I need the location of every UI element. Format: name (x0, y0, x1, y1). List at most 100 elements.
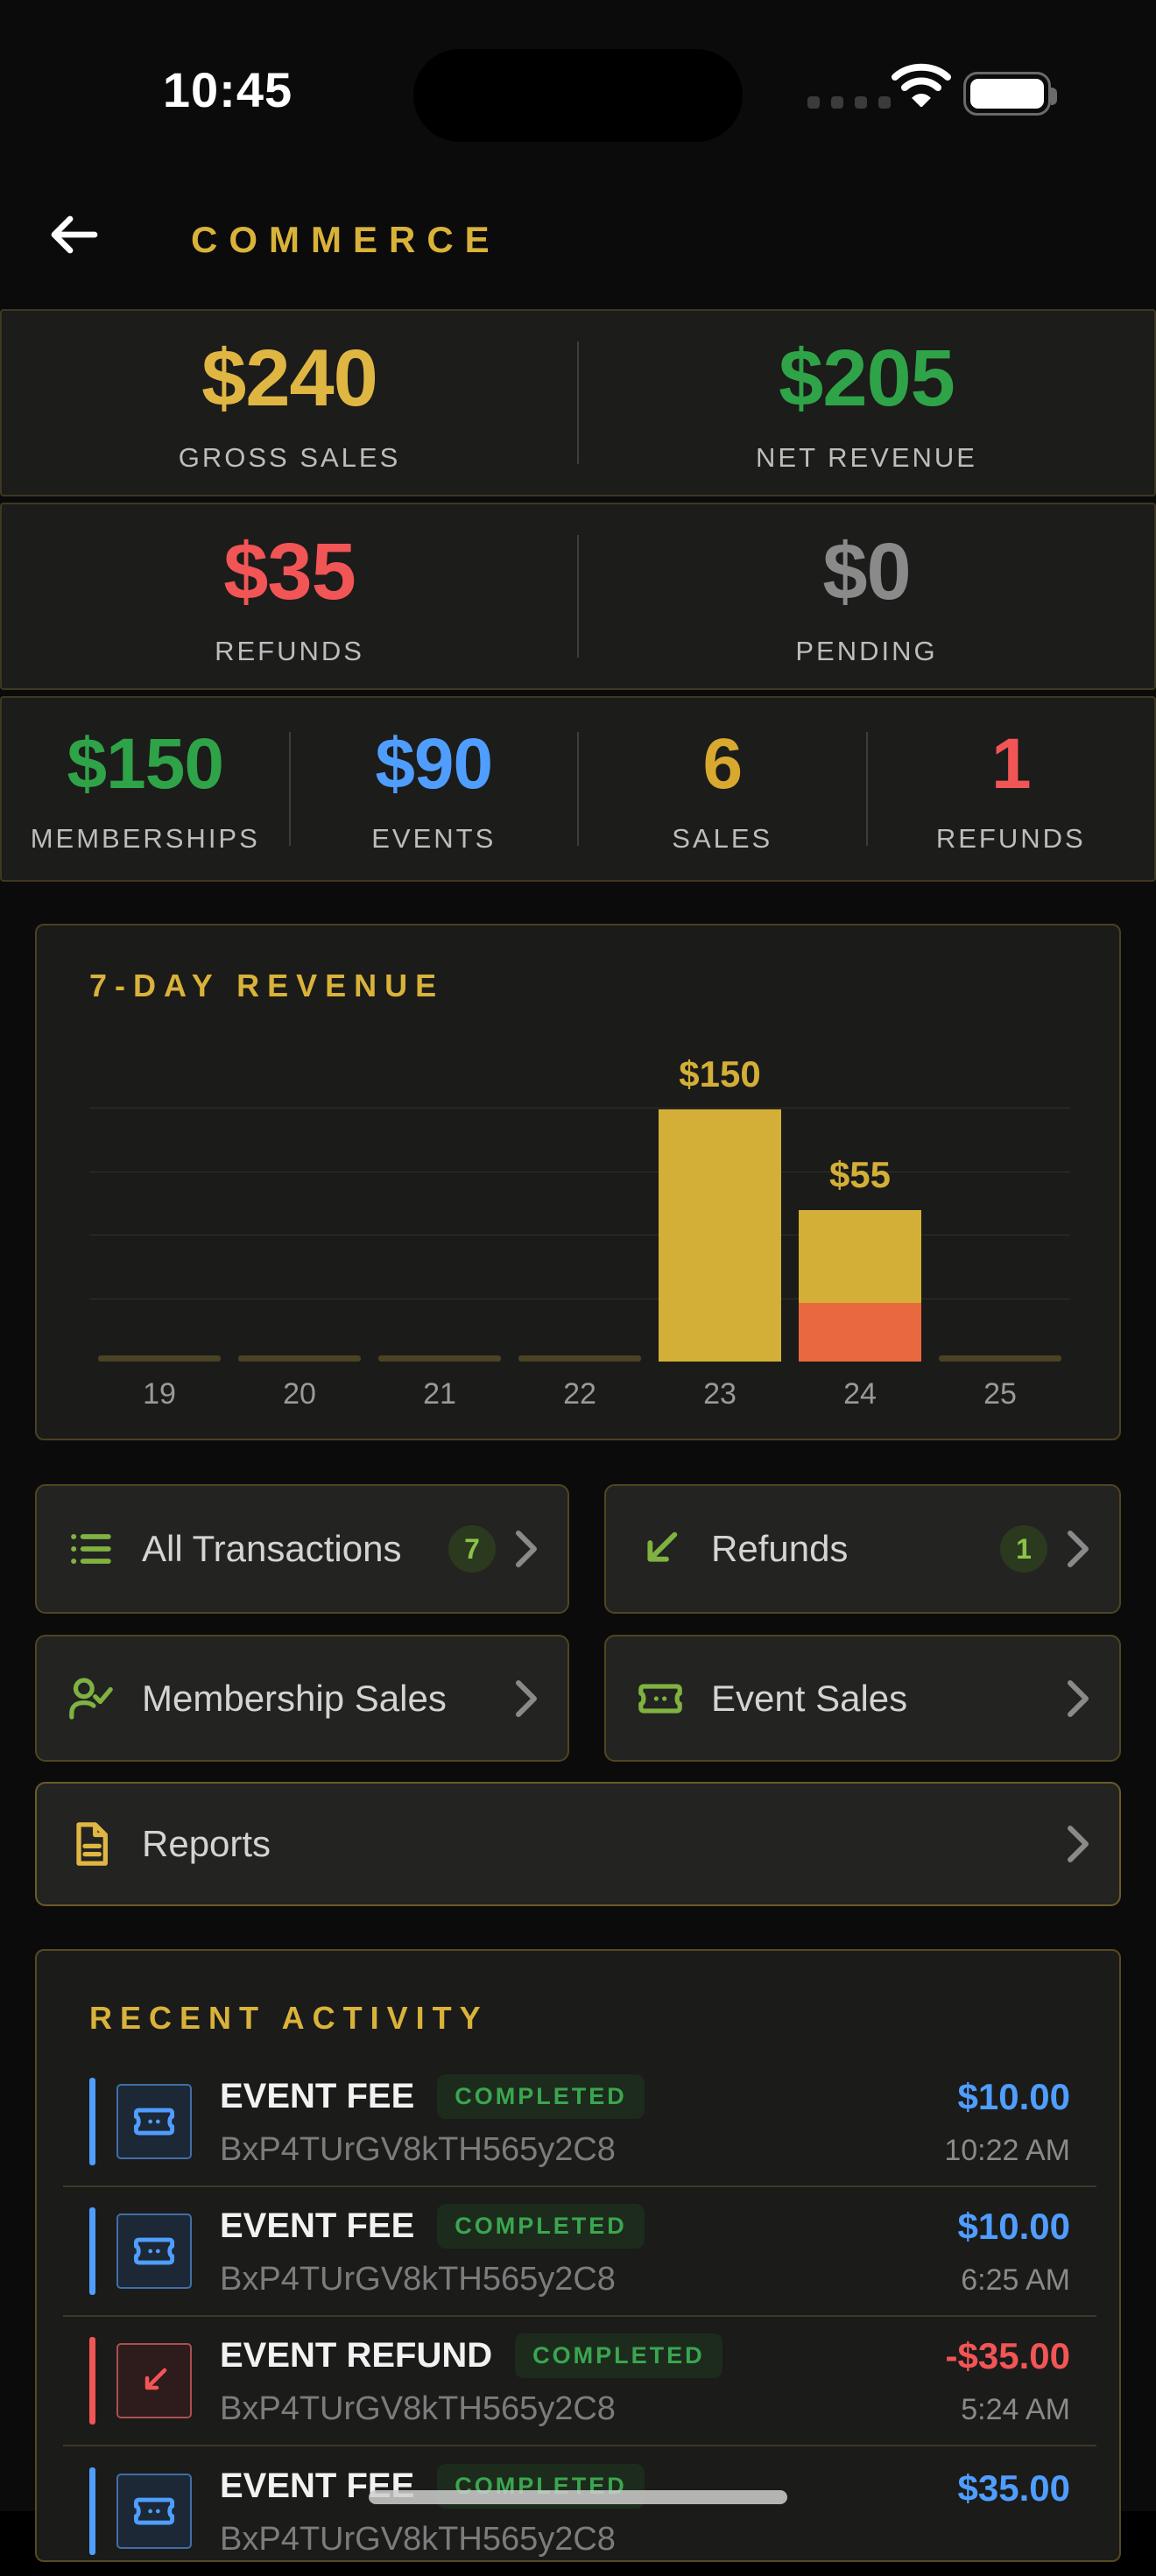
chevron-right-icon (516, 1531, 537, 1567)
divider (288, 732, 291, 846)
bar-zero-stub (378, 1355, 501, 1362)
summary-card-breakdown: $150 MEMBERSHIPS $90 EVENTS 6 SALES 1 RE… (0, 696, 1156, 882)
x-axis-label: 25 (983, 1377, 1017, 1411)
row-accent-bar (89, 2337, 95, 2425)
row-icon-tile (116, 2474, 192, 2549)
transaction-reference: BxP4TUrGV8kTH565y2C8 (220, 2521, 616, 2558)
row-right: -$35.00 5:24 AM (946, 2335, 1070, 2427)
status-badge: COMPLETED (437, 2074, 645, 2119)
transaction-reference: BxP4TUrGV8kTH565y2C8 (220, 2390, 616, 2427)
divider (865, 732, 868, 846)
chart-bar-slot (89, 1105, 229, 1362)
row-main: EVENT FEE COMPLETED BxP4TUrGV8kTH565y2C8 (220, 2204, 958, 2298)
revenue-chart-card: 7-DAY REVENUE $150 $55 19 20 21 22 23 24 25 (35, 924, 1121, 1440)
row-accent-bar (89, 2207, 95, 2295)
back-button[interactable] (46, 207, 109, 270)
all-transactions-button[interactable]: All Transactions 7 (35, 1484, 569, 1614)
chevron-right-icon (1068, 1531, 1089, 1567)
x-axis-label: 23 (703, 1377, 737, 1411)
activity-row[interactable]: EVENT FEE COMPLETED BxP4TUrGV8kTH565y2C8… (63, 2446, 1096, 2576)
bar-segment-revenue (659, 1109, 781, 1362)
stat-label: REFUNDS (935, 823, 1086, 854)
chart-bar-slot (930, 1105, 1070, 1362)
count-badge: 1 (1000, 1525, 1047, 1573)
chart-bar-slot (510, 1105, 650, 1362)
button-label: Membership Sales (142, 1677, 447, 1719)
stat-refunds-count: 1 REFUNDS (868, 723, 1155, 855)
stat-value: 6 (702, 724, 743, 804)
reports-button[interactable]: Reports (35, 1782, 1121, 1906)
divider (577, 535, 579, 658)
refund-arrow-icon (647, 1531, 678, 1562)
stat-value: 1 (990, 724, 1032, 804)
x-axis-label: 24 (843, 1377, 877, 1411)
refund-arrow-icon (144, 2368, 167, 2390)
bar-zero-stub (939, 1355, 1061, 1362)
stat-events: $90 EVENTS (291, 723, 578, 855)
bar-zero-stub (238, 1355, 361, 1362)
stat-value: $240 (201, 333, 378, 423)
membership-sales-button[interactable]: Membership Sales (35, 1635, 569, 1762)
activity-row[interactable]: EVENT FEE COMPLETED BxP4TUrGV8kTH565y2C8… (63, 2187, 1096, 2317)
chart-plot: $150 $55 (89, 1053, 1070, 1362)
stat-label: SALES (672, 823, 773, 854)
status-time: 10:45 (162, 62, 293, 117)
divider (577, 732, 579, 846)
transaction-time (958, 2525, 1070, 2555)
transaction-amount: $35.00 (957, 2467, 1070, 2509)
transaction-title: EVENT FEE (220, 2206, 415, 2245)
stat-pending: $0 PENDING (579, 526, 1154, 667)
activity-row[interactable]: EVENT REFUND COMPLETED BxP4TUrGV8kTH565y… (63, 2317, 1096, 2446)
home-indicator[interactable] (369, 2490, 787, 2504)
stat-net-revenue: $205 NET REVENUE (579, 333, 1154, 474)
summary-card-sales: $240 GROSS SALES $205 NET REVENUE (0, 309, 1156, 496)
row-accent-bar (89, 2467, 95, 2555)
cellular-signal-icon (807, 96, 891, 109)
row-icon-tile (116, 2084, 192, 2159)
chart-x-axis: 19 20 21 22 23 24 25 (89, 1377, 1070, 1411)
button-label: Event Sales (711, 1677, 908, 1719)
list-icon (71, 1533, 111, 1565)
bar-value-label: $55 (828, 1154, 892, 1195)
ticket-icon (133, 2237, 175, 2265)
stat-value: $90 (375, 724, 493, 804)
row-main: EVENT REFUND COMPLETED BxP4TUrGV8kTH565y… (220, 2333, 946, 2428)
row-right: $10.00 10:22 AM (944, 2076, 1070, 2168)
page-title: COMMERCE (191, 219, 501, 260)
bar-segment-revenue (799, 1210, 921, 1303)
activity-row[interactable]: EVENT FEE COMPLETED BxP4TUrGV8kTH565y2C8… (63, 2058, 1096, 2187)
chevron-right-icon (1068, 1679, 1089, 1717)
ticket-icon (638, 1683, 682, 1714)
stat-label: REFUNDS (215, 635, 364, 666)
stat-gross-sales: $240 GROSS SALES (2, 333, 577, 474)
button-label: Refunds (711, 1528, 849, 1569)
recent-activity-title: RECENT ACTIVITY (89, 2000, 489, 2036)
divider (577, 341, 579, 464)
transaction-time: 10:22 AM (944, 2133, 1070, 2167)
row-accent-bar (89, 2078, 95, 2165)
document-icon (76, 1822, 108, 1866)
chart-bar-slot: $55 (790, 1105, 930, 1362)
ticket-icon (133, 2108, 175, 2136)
stat-refunds: $35 REFUNDS (2, 526, 577, 667)
member-check-icon (69, 1677, 113, 1720)
stat-label: PENDING (795, 635, 938, 666)
ticket-icon (133, 2497, 175, 2525)
stat-label: EVENTS (371, 823, 497, 854)
stat-value: $150 (67, 724, 224, 804)
transaction-reference: BxP4TUrGV8kTH565y2C8 (220, 2261, 616, 2298)
stat-label: NET REVENUE (756, 441, 977, 473)
bar-value-label: $150 (679, 1053, 761, 1094)
transaction-time: 5:24 AM (961, 2392, 1070, 2426)
stat-memberships: $150 MEMBERSHIPS (2, 723, 289, 855)
x-axis-label: 20 (283, 1377, 316, 1411)
transaction-reference: BxP4TUrGV8kTH565y2C8 (220, 2131, 616, 2168)
event-sales-button[interactable]: Event Sales (604, 1635, 1121, 1762)
dynamic-island (413, 49, 743, 142)
transaction-title: EVENT FEE (220, 2077, 415, 2115)
chart-bar-slot (370, 1105, 510, 1362)
count-badge: 7 (448, 1525, 496, 1573)
refunds-button[interactable]: Refunds 1 (604, 1484, 1121, 1614)
transaction-title: EVENT REFUND (220, 2336, 493, 2375)
